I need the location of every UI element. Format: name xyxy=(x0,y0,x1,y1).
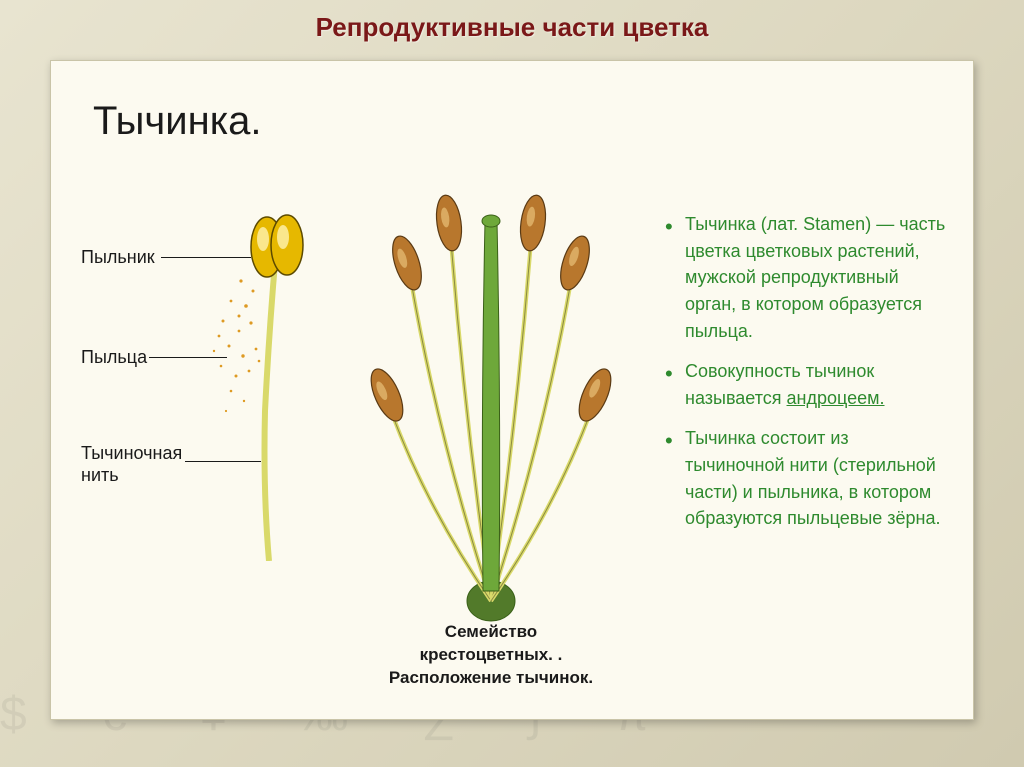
caption-line3: Расположение тычинок. xyxy=(389,668,593,687)
label-filament: Тычиночная нить xyxy=(81,443,191,486)
bullet-list: Тычинка (лат. Stamen) — часть цветка цве… xyxy=(661,211,951,546)
bullet-1: Тычинка (лат. Stamen) — часть цветка цве… xyxy=(661,211,951,344)
leader-pollen xyxy=(149,357,227,358)
center-diagram-caption: Семейство крестоцветных. . Расположение … xyxy=(351,621,631,690)
bullet-3: Тычинка состоит из тычиночной нити (стер… xyxy=(661,425,951,532)
leader-anther xyxy=(161,257,251,258)
caption-line1: Семейство xyxy=(445,622,537,641)
slide-title: Репродуктивные части цветка xyxy=(0,0,1024,51)
content-card: Тычинка. Пыльник Пыльца xyxy=(50,60,974,720)
leader-filament xyxy=(185,461,261,462)
stamen-group-diagram xyxy=(351,151,631,641)
caption-line2: крестоцветных. . xyxy=(420,645,563,664)
label-pollen: Пыльца xyxy=(81,347,147,368)
stamen-single-diagram: Пыльник Пыльца Тычиночная нить xyxy=(81,211,341,561)
bullet-2: Совокупность тычинок называется андроцее… xyxy=(661,358,951,411)
card-title: Тычинка. xyxy=(93,99,261,144)
label-anther: Пыльник xyxy=(81,247,155,268)
stamen-group-svg xyxy=(351,151,631,641)
bullet-2-underline: андроцеем. xyxy=(787,388,885,408)
